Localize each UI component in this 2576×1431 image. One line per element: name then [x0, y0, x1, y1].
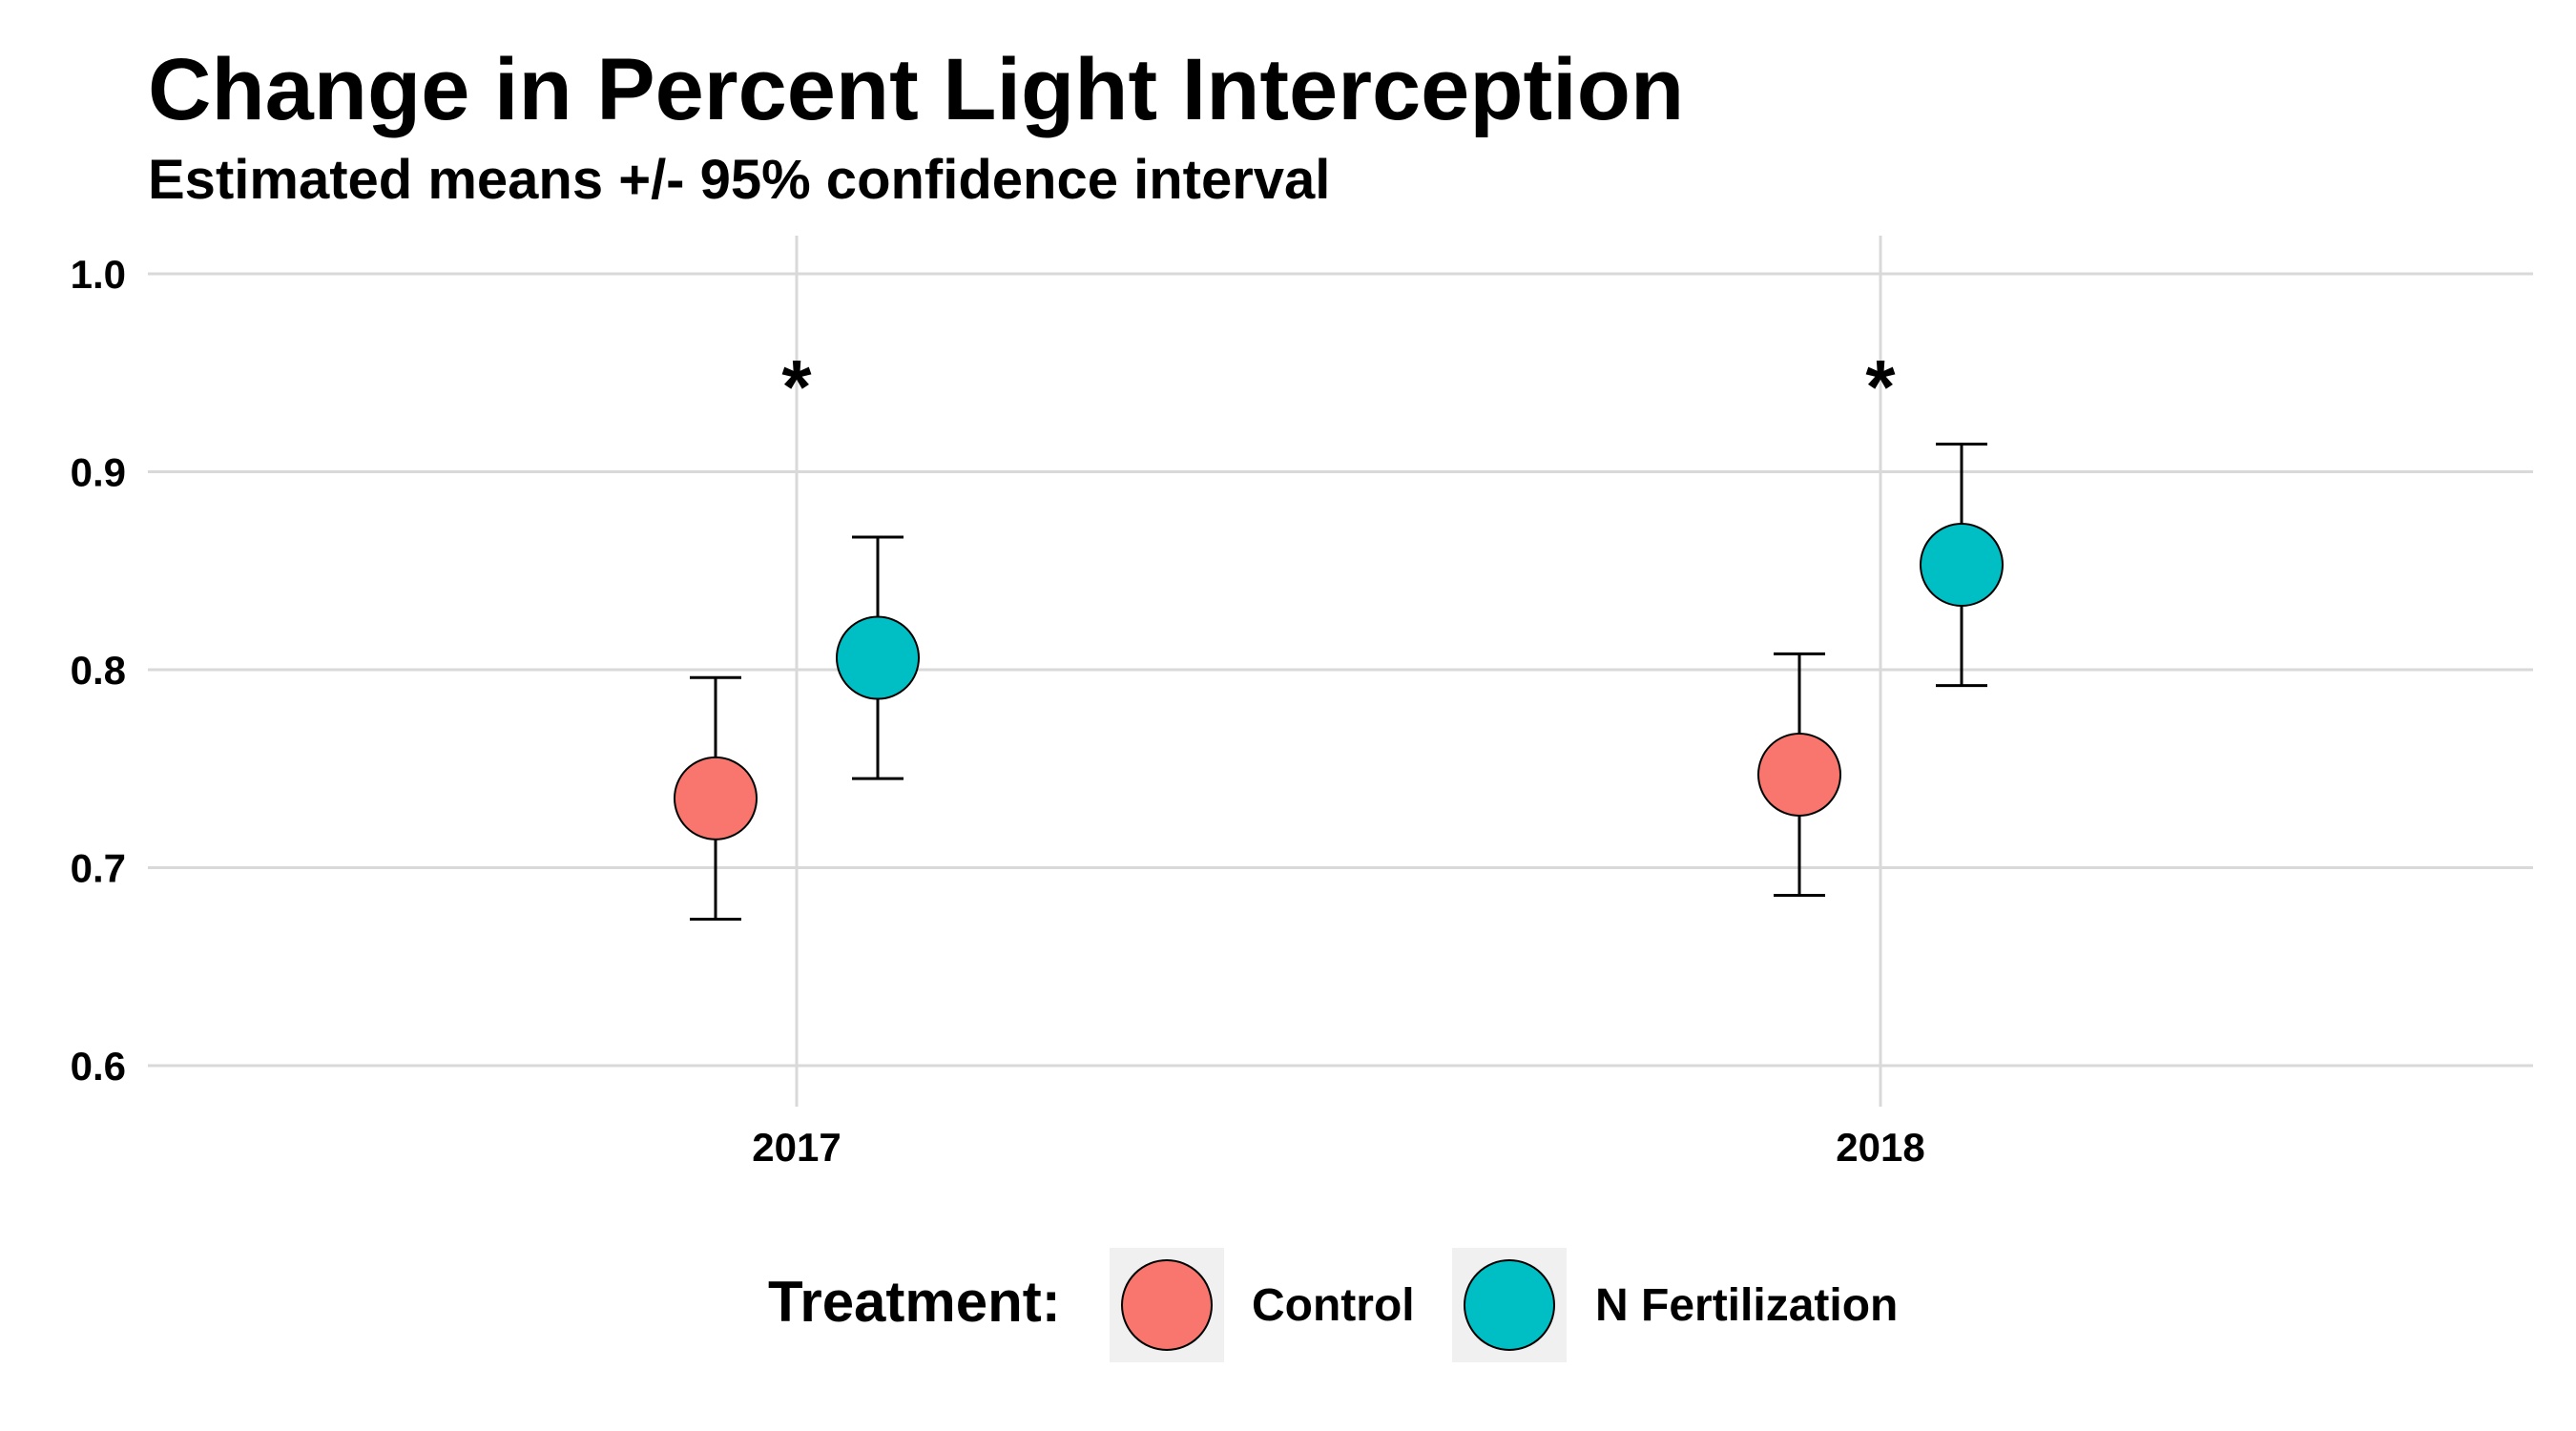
legend-key-n-fertilization: [1464, 1259, 1555, 1351]
data-point-control: [1757, 732, 1841, 817]
chart-title: Change in Percent Light Interception: [148, 41, 1684, 138]
chart-subtitle: Estimated means +/- 95% confidence inter…: [148, 149, 1330, 211]
y-tick-label: 0.8: [71, 648, 126, 693]
data-point-n-fertilization: [836, 615, 920, 700]
y-tick-label: 0.9: [71, 450, 126, 495]
x-tick-label: 2017: [752, 1125, 841, 1170]
legend-title: Treatment:: [768, 1270, 1061, 1334]
plot-area: 0.6 0.7 0.8 0.9 1.0 2017 2018 * *: [71, 236, 2533, 1170]
data-point-control: [674, 756, 758, 840]
legend-key-control: [1121, 1259, 1213, 1351]
y-tick-label: 0.6: [71, 1044, 126, 1089]
significance-marker: *: [781, 344, 812, 429]
significance-marker: *: [1865, 344, 1896, 429]
y-tick-label: 0.7: [71, 846, 126, 891]
x-tick-label: 2018: [1836, 1125, 1924, 1170]
y-tick-label: 1.0: [71, 252, 126, 297]
legend-label: N Fertilization: [1595, 1280, 1898, 1331]
legend-label: Control: [1252, 1280, 1415, 1331]
legend: Treatment: Control N Fertilization: [768, 1248, 1898, 1362]
data-point-n-fertilization: [1920, 523, 2004, 608]
